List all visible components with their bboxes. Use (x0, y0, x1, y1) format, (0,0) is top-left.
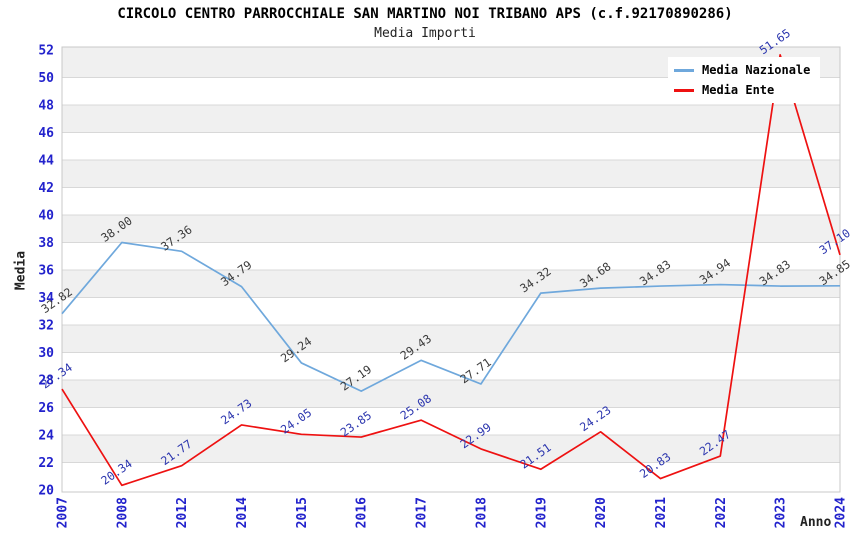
chart-title: CIRCOLO CENTRO PARROCCHIALE SAN MARTINO … (117, 6, 733, 22)
legend-item-media-ente: Media Ente (674, 80, 820, 100)
plot-band (62, 325, 840, 353)
data-label: 24.05 (278, 405, 314, 436)
chart-subtitle: Media Importi (374, 26, 476, 41)
y-tick-label: 20 (38, 484, 54, 499)
x-tick-label: 2019 (534, 497, 549, 528)
y-tick-label: 30 (38, 346, 54, 361)
x-tick-label: 2007 (56, 497, 71, 528)
legend-label-media-ente: Media Ente (702, 83, 775, 97)
plot-band (62, 270, 840, 298)
x-tick-label: 2015 (295, 497, 310, 528)
plot-band (62, 105, 840, 133)
y-tick-label: 36 (38, 264, 54, 279)
y-tick-label: 24 (38, 429, 54, 444)
x-tick-label: 2023 (774, 497, 789, 528)
x-tick-label: 2022 (714, 497, 729, 528)
x-tick-label: 2012 (175, 497, 190, 528)
data-label: 32.82 (39, 285, 75, 316)
y-tick-label: 40 (38, 209, 54, 224)
x-tick-label: 2021 (654, 497, 669, 528)
x-tick-label: 2018 (474, 497, 489, 528)
media-nazionale-line-swatch (674, 68, 694, 72)
y-tick-label: 22 (38, 456, 54, 471)
x-axis-title: Anno (800, 515, 832, 530)
series-line-media-ente (61, 53, 841, 487)
plot-band (62, 160, 840, 188)
y-tick-label: 42 (38, 181, 54, 196)
y-tick-label: 52 (38, 44, 54, 59)
x-tick-label: 2024 (834, 497, 849, 528)
y-tick-label: 50 (38, 71, 54, 86)
y-axis-title: Media (13, 250, 29, 291)
y-tick-label: 44 (38, 154, 54, 169)
legend: Media Nazionale Media Ente (668, 57, 820, 103)
legend-label-media-nazionale: Media Nazionale (702, 63, 811, 77)
series-line-media-nazionale (61, 241, 841, 392)
y-tick-label: 28 (38, 374, 54, 389)
x-tick-label: 2008 (115, 497, 130, 528)
x-tick-label: 2020 (594, 497, 609, 528)
y-tick-label: 26 (38, 401, 54, 416)
y-tick-label: 38 (38, 236, 54, 251)
x-tick-label: 2016 (355, 497, 370, 528)
legend-item-media-nazionale: Media Nazionale (674, 60, 820, 80)
plot-band (62, 215, 840, 243)
x-tick-label: 2017 (415, 497, 430, 528)
y-tick-label: 34 (38, 291, 54, 306)
y-tick-label: 46 (38, 126, 54, 141)
x-tick-label: 2014 (235, 497, 250, 528)
y-tick-label: 48 (38, 99, 54, 114)
y-tick-label: 32 (38, 319, 54, 334)
plot-border (61, 46, 841, 493)
media-ente-line-swatch (674, 88, 694, 92)
plot-band (62, 380, 840, 408)
